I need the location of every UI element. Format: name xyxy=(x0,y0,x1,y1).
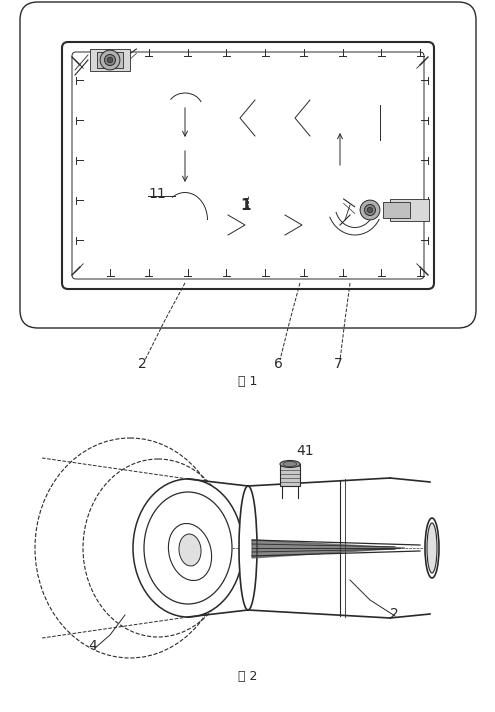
Bar xyxy=(97,52,123,68)
Ellipse shape xyxy=(425,518,439,578)
Circle shape xyxy=(100,50,120,70)
Text: 图 2: 图 2 xyxy=(238,670,258,683)
Ellipse shape xyxy=(280,461,300,468)
Text: 41: 41 xyxy=(296,444,314,458)
FancyBboxPatch shape xyxy=(20,2,476,328)
Circle shape xyxy=(360,200,380,220)
Text: 2: 2 xyxy=(390,607,399,621)
Text: 图 1: 图 1 xyxy=(238,375,258,388)
Bar xyxy=(280,464,300,486)
Ellipse shape xyxy=(133,479,243,617)
Ellipse shape xyxy=(179,534,201,566)
Polygon shape xyxy=(252,540,405,558)
Circle shape xyxy=(367,207,373,213)
Ellipse shape xyxy=(168,523,212,580)
Bar xyxy=(383,202,409,218)
Circle shape xyxy=(107,57,113,63)
Ellipse shape xyxy=(144,492,232,604)
Ellipse shape xyxy=(239,486,257,610)
Bar xyxy=(90,49,130,71)
Ellipse shape xyxy=(283,461,297,466)
Circle shape xyxy=(364,204,376,216)
Text: 4: 4 xyxy=(88,639,97,653)
Text: 7: 7 xyxy=(334,357,343,371)
Bar xyxy=(390,199,429,221)
Text: 2: 2 xyxy=(138,357,147,371)
Ellipse shape xyxy=(427,523,437,573)
FancyBboxPatch shape xyxy=(62,42,434,289)
Text: 1: 1 xyxy=(240,198,250,213)
Text: 11: 11 xyxy=(148,187,166,201)
Circle shape xyxy=(104,55,115,66)
Text: 6: 6 xyxy=(274,357,283,371)
